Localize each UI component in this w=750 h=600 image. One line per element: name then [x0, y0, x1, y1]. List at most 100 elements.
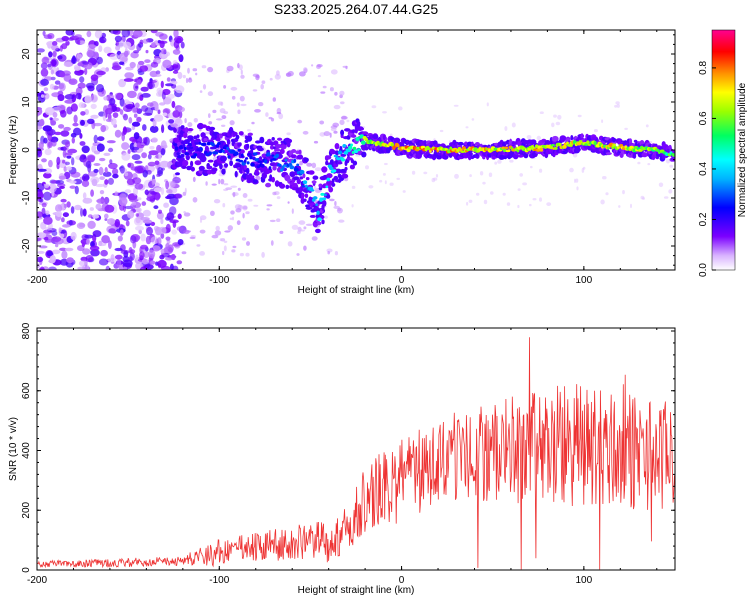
spectrogram-cell: [165, 180, 170, 190]
spectrogram-ridge-point: [460, 150, 465, 153]
spectrogram-ridge-point: [180, 153, 185, 158]
spectrogram-ridge-point: [256, 165, 261, 169]
spectrogram-cell: [68, 78, 78, 85]
spectrogram-cell: [637, 161, 641, 165]
spectrogram-cell: [43, 87, 49, 92]
spectrogram-cell: [219, 238, 222, 242]
spectrogram-ridge-halo: [336, 161, 343, 165]
spectrogram-cell: [237, 62, 240, 69]
spectrogram-cell: [46, 250, 53, 257]
spectrogram-ridge-point: [357, 148, 361, 152]
spectrogram-cell: [157, 259, 167, 268]
spectrogram-cell: [114, 35, 122, 42]
spectrogram-cell: [365, 165, 369, 170]
spectrogram-ridge-point: [208, 151, 212, 156]
y-tick-label: -10: [21, 190, 32, 205]
spectrogram-cell: [98, 36, 107, 44]
spectrogram-cell: [253, 204, 259, 207]
spectrogram-cell: [70, 103, 78, 112]
spectrogram-cell: [98, 243, 107, 247]
spectrogram-cell: [86, 30, 92, 38]
spectrogram-cell: [207, 91, 214, 97]
spectrogram-cell: [157, 166, 164, 175]
spectrogram-ridge-halo: [357, 120, 361, 128]
spectrogram-cell: [96, 70, 106, 76]
spectrogram-cell: [156, 144, 162, 153]
spectrogram-ridge-halo: [352, 160, 358, 166]
spectrogram-cell: [232, 191, 236, 198]
spectrogram-cell: [165, 83, 174, 87]
spectrogram-ridge-halo: [187, 128, 194, 132]
spectrogram-ridge-halo: [291, 149, 297, 153]
spectrogram-ridge-point: [310, 189, 315, 192]
spectrogram-cell: [439, 129, 444, 133]
spectrogram-ridge-halo: [312, 175, 319, 180]
spectrogram-cell: [87, 220, 96, 229]
spectrogram-ridge-point: [350, 143, 353, 147]
spectrogram-y-ticks: -20 -10 0 10 20: [21, 34, 675, 266]
spectrogram-cell: [105, 265, 111, 270]
spectrogram-cell: [144, 189, 149, 196]
x-tick-label: 0: [399, 275, 405, 286]
spectrogram-ridge-halo: [277, 137, 283, 141]
spectrogram-cell: [119, 61, 125, 65]
spectrogram-cell: [287, 70, 294, 77]
spectrogram-cell: [616, 103, 620, 108]
spectrogram-cell: [39, 245, 48, 249]
spectrogram-ridge-point: [264, 159, 267, 164]
spectrogram-cell: [108, 147, 114, 153]
spectrogram-cell: [128, 117, 133, 124]
y-tick-label: -20: [21, 238, 32, 253]
spectrogram-cell: [150, 30, 158, 34]
spectrogram-cell: [123, 103, 127, 111]
spectrogram-ridge-halo: [668, 144, 672, 150]
spectrogram-cell: [40, 266, 45, 270]
y-tick-label: 600: [21, 382, 32, 399]
spectrogram-cell: [109, 159, 113, 165]
spectrogram-cell: [614, 104, 618, 108]
spectrogram-cell: [109, 97, 116, 106]
spectrogram-ridge-halo: [211, 167, 218, 172]
spectrogram-cell: [242, 212, 245, 219]
spectrogram-ridge-halo: [344, 166, 348, 171]
spectrogram-cell: [76, 222, 86, 229]
spectrogram-cell: [151, 137, 158, 143]
spectrogram-ridge-halo: [197, 122, 204, 130]
spectrogram-ridge-halo: [260, 178, 266, 183]
spectrogram-cell: [72, 122, 79, 127]
spectrogram-cell: [70, 231, 77, 241]
spectrogram-cell: [218, 178, 221, 185]
spectrogram-cell: [234, 204, 242, 210]
spectrogram-cell: [136, 79, 142, 85]
spectrogram-cell: [208, 121, 213, 125]
spectrogram-cell: [245, 211, 250, 215]
spectrogram-cell: [649, 141, 653, 144]
spectrogram-cell: [291, 224, 299, 230]
spectrogram-ridge-halo: [180, 125, 185, 130]
snr-x-ticks: -200 -100 0 100: [27, 328, 658, 586]
spectrogram-ridge-halo: [298, 149, 302, 155]
spectrogram-cell: [142, 209, 151, 217]
spectrogram-cell: [241, 237, 247, 241]
spectrogram-ridge-halo: [469, 152, 473, 156]
spectrogram-ridge-halo: [308, 170, 315, 175]
spectrogram-ridge-halo: [341, 173, 349, 179]
spectrogram-cell: [41, 202, 47, 208]
spectrogram-cell: [453, 104, 459, 107]
colorbar: 0.0 0.2 0.4 0.6 0.8 Normalized spectral ampl…: [698, 29, 748, 277]
spectrogram-ridge-halo: [628, 138, 633, 145]
spectrogram-ridge-halo: [271, 137, 275, 141]
spectrogram-cell: [433, 177, 438, 181]
spectrogram-ridge-halo: [326, 180, 333, 186]
spectrogram-ridge-point: [275, 153, 280, 158]
spectrogram-cell: [112, 168, 119, 175]
spectrogram-ridge-halo: [423, 140, 427, 146]
spectrogram-cell: [159, 40, 165, 49]
spectrogram-cell: [435, 174, 439, 178]
spectrogram-cell: [135, 225, 144, 231]
spectrogram-cell: [156, 211, 164, 220]
spectrogram-cell: [54, 80, 61, 85]
spectrogram-ridge-point: [535, 144, 539, 148]
spectrogram-cell: [104, 179, 109, 185]
spectrogram-cell: [576, 186, 579, 191]
